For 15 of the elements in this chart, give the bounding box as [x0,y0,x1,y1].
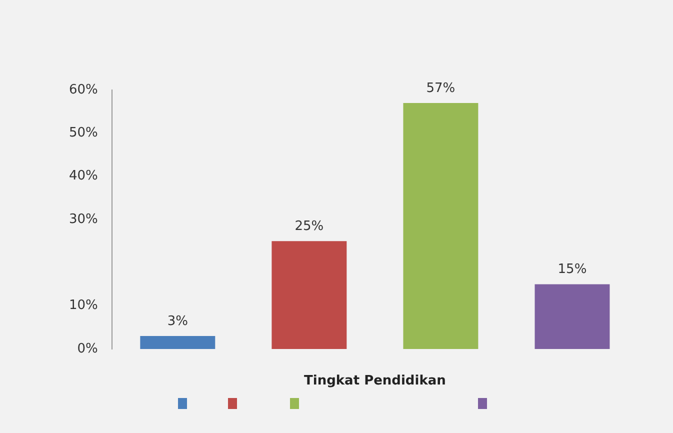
y-tick-label: 0% [77,341,98,356]
data-label: 57% [426,80,456,96]
y-tick-label: 30% [68,212,98,227]
y-tick-label: 50% [68,126,98,141]
y-tick-label: 10% [68,298,98,314]
bar [272,241,347,349]
data-label: 25% [294,218,324,234]
bar [534,284,610,349]
data-label: 3% [167,314,188,329]
bar [140,336,216,349]
x-axis-title: Tingkat Pendidikan [304,374,446,389]
data-label: 15% [558,262,587,278]
bar [403,102,478,349]
y-tick-label: 40% [68,168,98,184]
y-tick-label: 60% [68,82,98,98]
